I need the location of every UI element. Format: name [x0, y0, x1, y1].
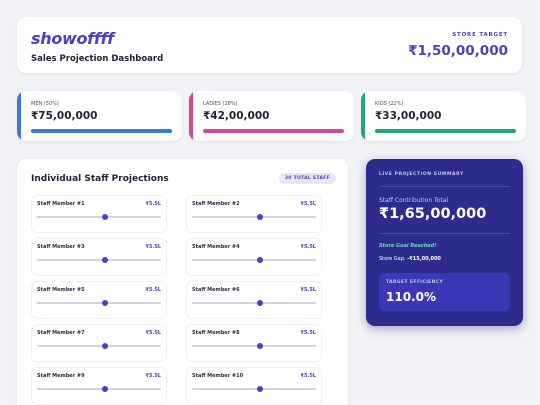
staff-member-value: ₹5.5L: [300, 201, 316, 207]
slider-handle[interactable]: [257, 257, 264, 263]
staff-member-card: Staff Member #5 ₹5.5L: [31, 281, 167, 319]
projection-slider[interactable]: [192, 343, 316, 349]
staff-member-name: Staff Member #4: [192, 244, 240, 250]
projection-slider[interactable]: [192, 386, 316, 392]
efficiency-label: TARGET EFFICIENCY: [386, 280, 444, 285]
contribution-total-label: Staff Contribution Total: [379, 197, 449, 204]
projection-slider[interactable]: [37, 386, 161, 392]
category-label: MEN (50%): [31, 101, 59, 107]
store-gap-label: Store Gap:: [379, 256, 408, 262]
staff-member-value: ₹5.5L: [145, 373, 161, 379]
staff-member-name: Staff Member #3: [37, 244, 85, 250]
category-progress-fill: [31, 129, 172, 133]
staff-member-card: Staff Member #2 ₹5.5L: [186, 195, 322, 233]
staff-projections-panel: Individual Staff Projections 30 TOTAL ST…: [17, 159, 348, 405]
projection-slider[interactable]: [192, 257, 316, 263]
summary-divider: [379, 186, 510, 187]
total-staff-badge: 30 TOTAL STAFF: [278, 173, 336, 184]
goal-reached-status: Store Goal Reached!: [379, 243, 437, 249]
store-target-value: ₹1,50,00,000: [408, 43, 508, 59]
category-card-kids: KIDS (22%) ₹33,00,000: [361, 91, 526, 141]
page-title: Sales Projection Dashboard: [31, 54, 164, 64]
staff-member-card: Staff Member #4 ₹5.5L: [186, 238, 322, 276]
category-label: LADIES (28%): [203, 101, 238, 107]
staff-member-card: Staff Member #9 ₹5.5L: [31, 367, 167, 405]
staff-member-value: ₹5.5L: [145, 201, 161, 207]
store-gap-value: -₹15,00,000: [407, 256, 441, 262]
staff-member-name: Staff Member #9: [37, 373, 85, 379]
contribution-total-value: ₹1,65,00,000: [379, 206, 487, 222]
category-progress-fill: [375, 129, 516, 133]
projection-slider[interactable]: [192, 214, 316, 220]
staff-member-name: Staff Member #6: [192, 287, 240, 293]
store-gap: Store Gap: -₹15,00,000: [379, 256, 441, 262]
efficiency-value: 110.0%: [386, 290, 436, 304]
projection-slider[interactable]: [192, 300, 316, 306]
slider-handle[interactable]: [257, 343, 264, 349]
projection-slider[interactable]: [37, 257, 161, 263]
slider-handle[interactable]: [102, 343, 109, 349]
category-accent: [17, 91, 21, 141]
staff-member-card: Staff Member #3 ₹5.5L: [31, 238, 167, 276]
category-card-men: MEN (50%) ₹75,00,000: [17, 91, 182, 141]
staff-member-value: ₹5.5L: [145, 330, 161, 336]
staff-member-card: Staff Member #6 ₹5.5L: [186, 281, 322, 319]
staff-member-card: Staff Member #7 ₹5.5L: [31, 324, 167, 362]
staff-member-value: ₹5.5L: [300, 287, 316, 293]
summary-heading: LIVE PROJECTION SUMMARY: [379, 172, 464, 177]
staff-member-name: Staff Member #7: [37, 330, 85, 336]
staff-member-value: ₹5.5L: [145, 287, 161, 293]
staff-member-value: ₹5.5L: [300, 373, 316, 379]
staff-member-name: Staff Member #5: [37, 287, 85, 293]
category-accent: [189, 91, 193, 141]
category-value: ₹33,00,000: [375, 110, 442, 122]
slider-handle[interactable]: [257, 214, 264, 220]
category-accent: [361, 91, 365, 141]
target-efficiency-box: TARGET EFFICIENCY 110.0%: [379, 273, 510, 311]
slider-handle[interactable]: [102, 386, 109, 392]
staff-member-name: Staff Member #2: [192, 201, 240, 207]
projection-slider[interactable]: [37, 300, 161, 306]
category-value: ₹42,00,000: [203, 110, 270, 122]
brand-logo: showoffff: [31, 29, 114, 48]
category-progress: [203, 129, 344, 133]
slider-handle[interactable]: [257, 300, 264, 306]
header-card: showoffff Sales Projection Dashboard STO…: [17, 17, 522, 73]
category-progress: [31, 129, 172, 133]
category-progress: [375, 129, 516, 133]
staff-member-value: ₹5.5L: [300, 330, 316, 336]
staff-member-name: Staff Member #8: [192, 330, 240, 336]
staff-member-card: Staff Member #8 ₹5.5L: [186, 324, 322, 362]
category-progress-fill: [203, 129, 344, 133]
summary-divider: [379, 233, 510, 234]
projection-slider[interactable]: [37, 214, 161, 220]
staff-member-card: Staff Member #10 ₹5.5L: [186, 367, 322, 405]
slider-handle[interactable]: [102, 214, 109, 220]
projection-slider[interactable]: [37, 343, 161, 349]
slider-handle[interactable]: [102, 257, 109, 263]
staff-member-name: Staff Member #10: [192, 373, 244, 379]
category-value: ₹75,00,000: [31, 110, 98, 122]
staff-member-name: Staff Member #1: [37, 201, 85, 207]
slider-handle[interactable]: [102, 300, 109, 306]
slider-handle[interactable]: [257, 386, 264, 392]
staff-member-value: ₹5.5L: [300, 244, 316, 250]
category-label: KIDS (22%): [375, 101, 404, 107]
category-card-ladies: LADIES (28%) ₹42,00,000: [189, 91, 354, 141]
staff-member-value: ₹5.5L: [145, 244, 161, 250]
store-target-label: STORE TARGET: [452, 32, 508, 38]
staff-member-card: Staff Member #1 ₹5.5L: [31, 195, 167, 233]
staff-panel-title: Individual Staff Projections: [31, 174, 169, 184]
projection-summary-panel: LIVE PROJECTION SUMMARY Staff Contributi…: [366, 159, 523, 326]
